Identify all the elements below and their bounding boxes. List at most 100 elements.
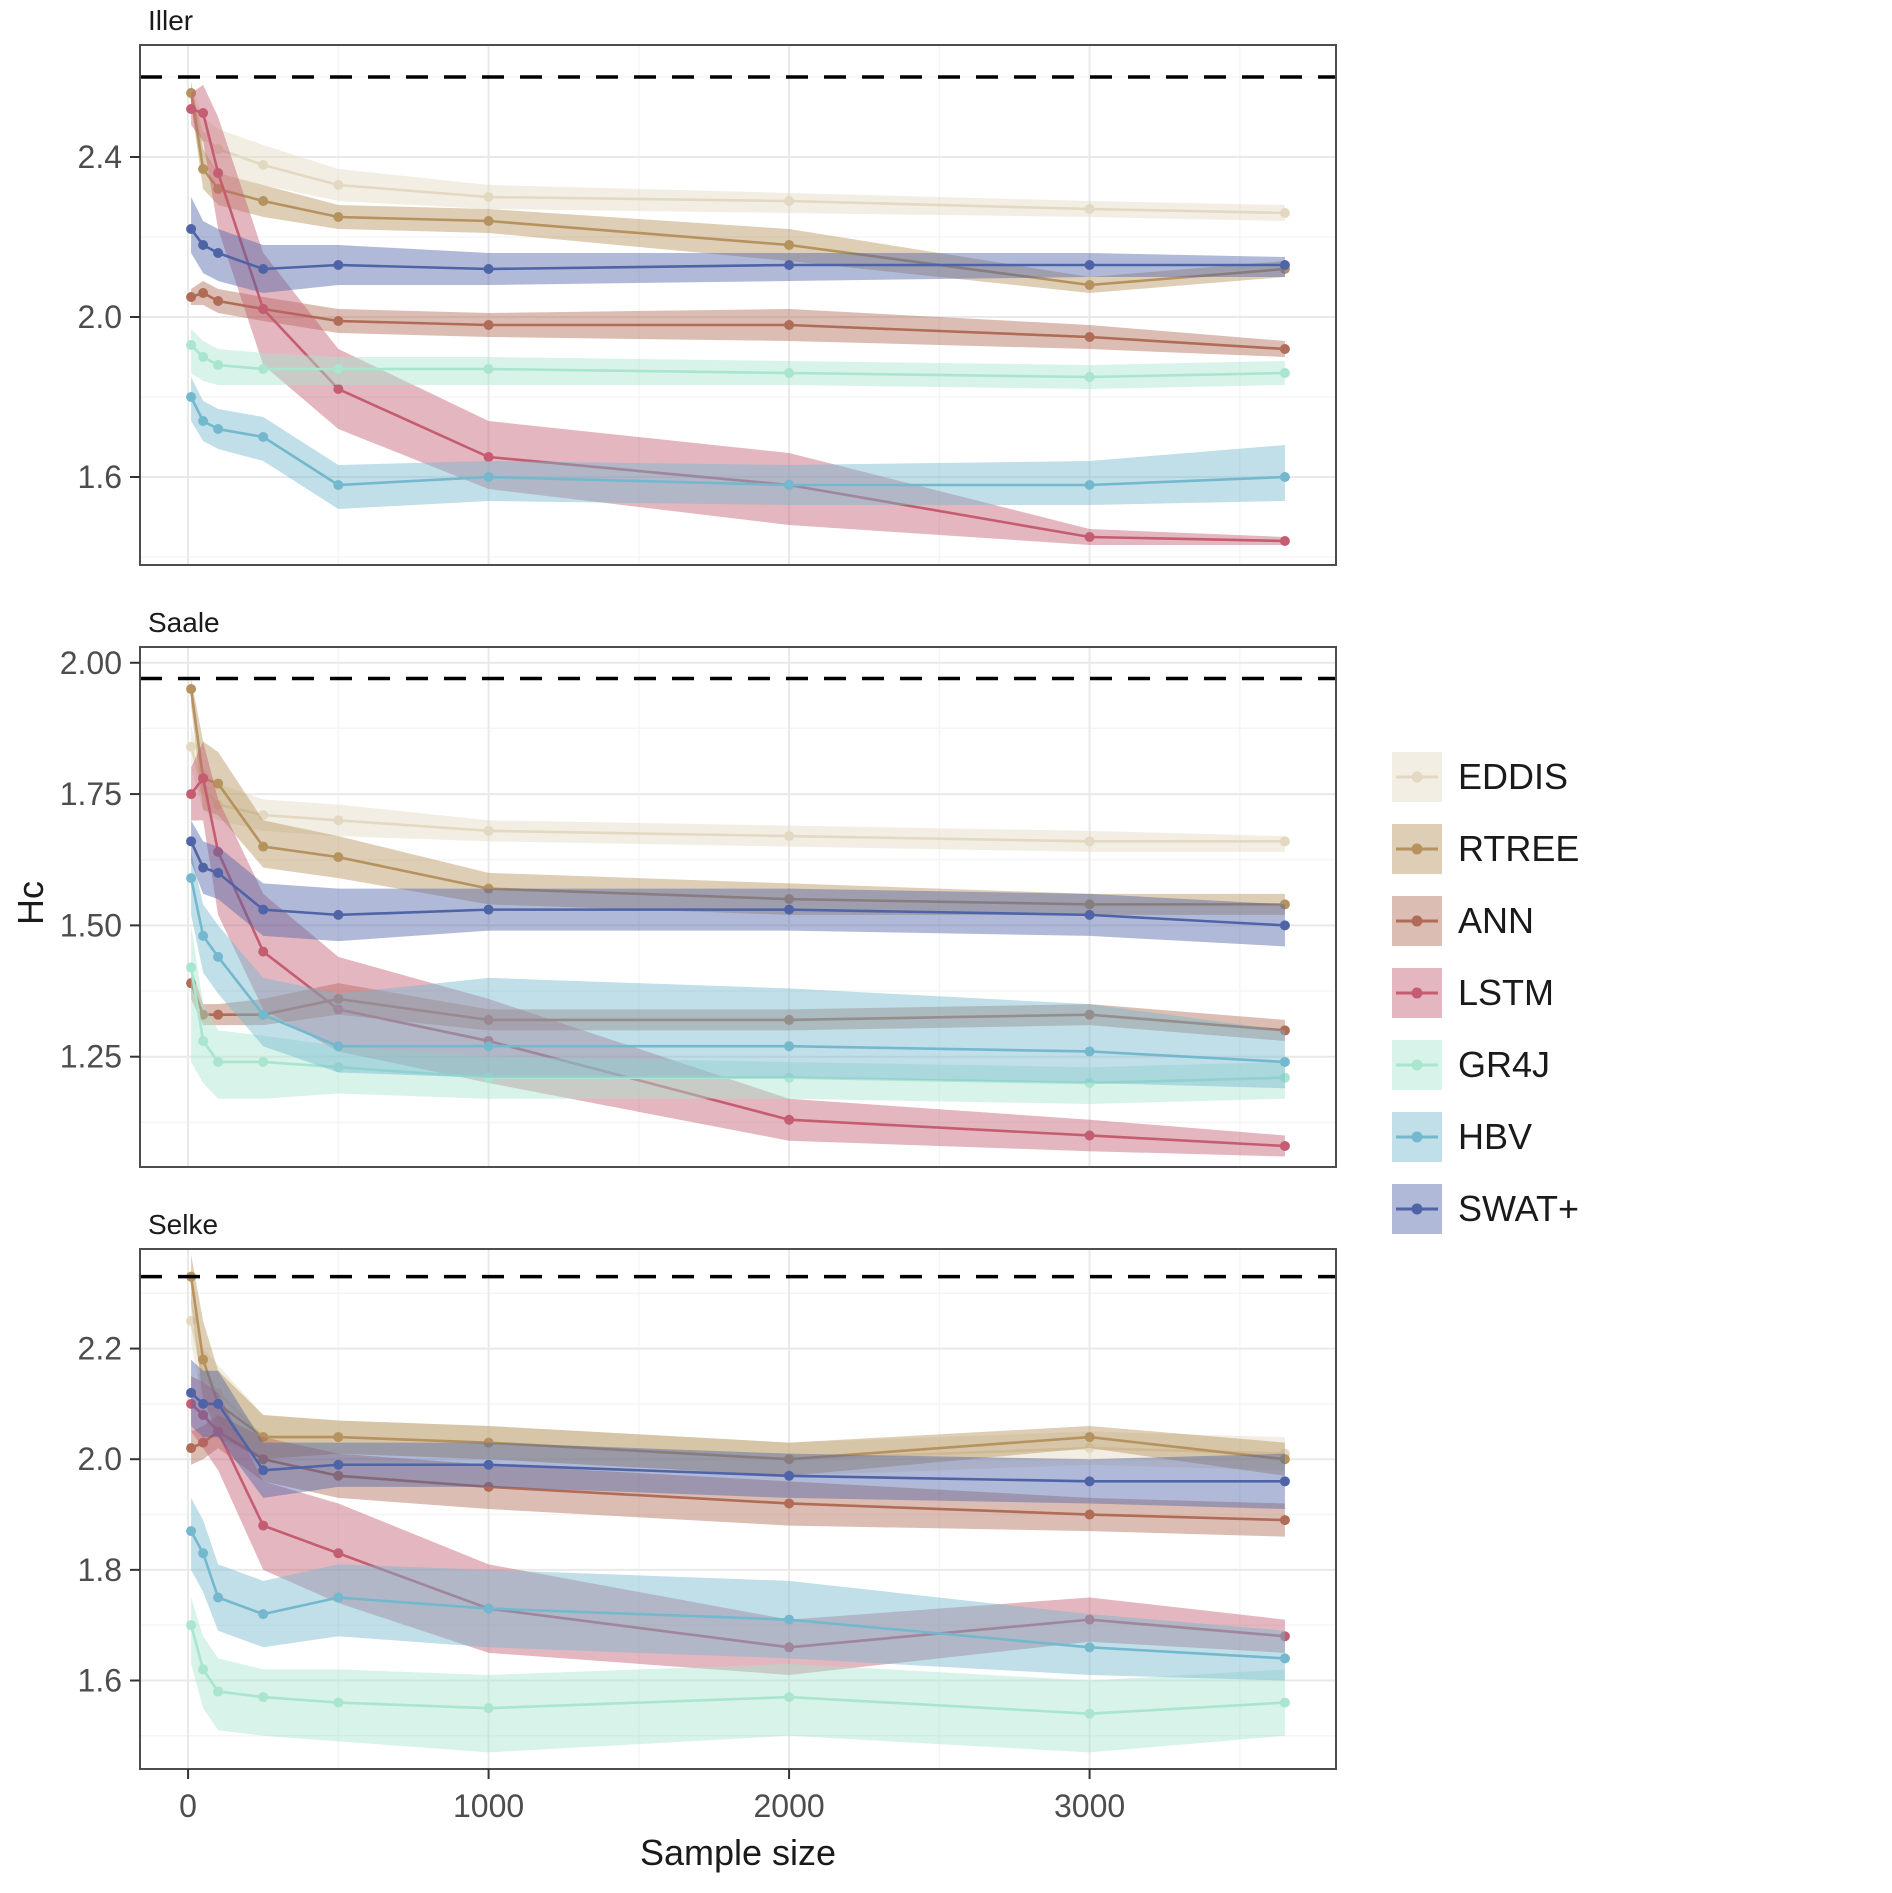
x-tick-label: 2000 <box>753 1788 824 1824</box>
point-gr4j <box>784 368 795 378</box>
point-lstm <box>186 789 197 800</box>
point-gr4j <box>1279 1697 1290 1708</box>
y-tick-label: 1.25 <box>60 1039 122 1075</box>
point-gr4j <box>213 360 224 370</box>
point-hbv <box>213 424 224 434</box>
point-hbv <box>784 1041 795 1052</box>
legend-key-point <box>1411 1131 1423 1143</box>
point-hbv <box>483 1041 494 1052</box>
point-swat+ <box>784 260 795 270</box>
panel-border <box>139 1248 1337 1770</box>
point-lstm <box>258 946 269 957</box>
ribbon-ann <box>191 967 1285 1041</box>
point-hbv <box>333 480 344 490</box>
point-rtree <box>784 240 795 250</box>
point-swat+ <box>1279 260 1290 270</box>
point-hbv <box>1084 480 1095 490</box>
point-gr4j <box>1279 1072 1290 1083</box>
point-lstm <box>333 1004 344 1015</box>
y-tick-label: 1.75 <box>60 776 122 812</box>
legend-key-point <box>1411 843 1423 855</box>
point-eddis <box>483 192 494 202</box>
point-swat+ <box>333 1459 344 1470</box>
point-lstm <box>333 1548 344 1559</box>
point-hbv <box>1279 1653 1290 1664</box>
point-gr4j <box>258 1056 269 1067</box>
point-ann <box>1279 1515 1290 1526</box>
legend-item-rtree: RTREE <box>1392 824 1579 874</box>
point-rtree <box>333 1432 344 1443</box>
point-ann <box>198 1437 209 1448</box>
legend-item-lstm: LSTM <box>1392 968 1579 1018</box>
point-swat+ <box>483 1459 494 1470</box>
panel-background <box>140 647 1336 1167</box>
panel-border <box>139 44 1337 566</box>
point-hbv <box>213 951 224 962</box>
point-eddis <box>1084 1443 1095 1454</box>
ribbon-ann <box>191 281 1285 357</box>
point-lstm <box>186 104 197 114</box>
ribbon-rtree <box>191 1254 1285 1476</box>
point-ann <box>1084 1509 1095 1520</box>
point-ann <box>186 292 197 302</box>
y-tick-label: 2.00 <box>60 645 122 681</box>
ribbon-hbv <box>191 1497 1285 1681</box>
point-rtree <box>258 841 269 852</box>
point-lstm <box>258 304 269 314</box>
point-hbv <box>213 1592 224 1603</box>
point-ann <box>213 1009 224 1020</box>
point-gr4j <box>213 1686 224 1697</box>
point-ann <box>213 296 224 306</box>
point-lstm <box>1084 532 1095 542</box>
point-ann <box>784 1498 795 1509</box>
point-gr4j <box>483 1072 494 1083</box>
point-rtree <box>483 1437 494 1448</box>
point-gr4j <box>186 962 197 973</box>
x-tick-label: 0 <box>179 1788 197 1824</box>
point-gr4j <box>1084 372 1095 382</box>
point-swat+ <box>186 224 197 234</box>
legend-label: EDDIS <box>1458 756 1569 797</box>
legend-swatch-icon <box>1392 824 1442 874</box>
legend-key-point <box>1411 1203 1423 1215</box>
legend-swatch-icon <box>1392 1112 1442 1162</box>
point-gr4j <box>258 364 269 374</box>
point-gr4j <box>1279 368 1290 378</box>
point-hbv <box>1279 472 1290 482</box>
point-hbv <box>784 1614 795 1625</box>
point-rtree <box>186 88 197 98</box>
x-tick-label: 3000 <box>1054 1788 1125 1824</box>
point-hbv <box>198 416 209 426</box>
point-swat+ <box>333 260 344 270</box>
legend-key-point <box>1411 771 1423 783</box>
point-hbv <box>1084 1642 1095 1653</box>
panel-border <box>139 646 1337 1168</box>
point-hbv <box>784 480 795 490</box>
ribbon-hbv <box>191 377 1285 509</box>
point-swat+ <box>198 1398 209 1409</box>
legend-item-swat+: SWAT+ <box>1392 1184 1579 1234</box>
legend-item-eddis: EDDIS <box>1392 752 1579 802</box>
point-rtree <box>333 852 344 863</box>
legend-swatch-icon <box>1392 752 1442 802</box>
point-rtree <box>483 216 494 226</box>
point-gr4j <box>186 1620 197 1631</box>
point-rtree <box>1279 1454 1290 1465</box>
point-hbv <box>186 873 197 884</box>
point-ann <box>333 1470 344 1481</box>
point-hbv <box>186 1526 197 1537</box>
point-swat+ <box>198 862 209 873</box>
point-eddis <box>198 132 209 142</box>
legend-item-ann: ANN <box>1392 896 1579 946</box>
y-tick-label: 1.6 <box>78 459 122 495</box>
point-ann <box>333 993 344 1004</box>
facet-title-saale: Saale <box>148 607 220 638</box>
facet-title-iller: Iller <box>148 5 194 36</box>
point-gr4j <box>333 1062 344 1073</box>
panel-iller: 1.6 2.0 2.4 <box>78 44 1337 566</box>
point-eddis <box>186 741 197 752</box>
ribbon-hbv <box>191 851 1285 1089</box>
point-gr4j <box>198 1035 209 1046</box>
point-hbv <box>483 1603 494 1614</box>
point-gr4j <box>186 340 197 350</box>
